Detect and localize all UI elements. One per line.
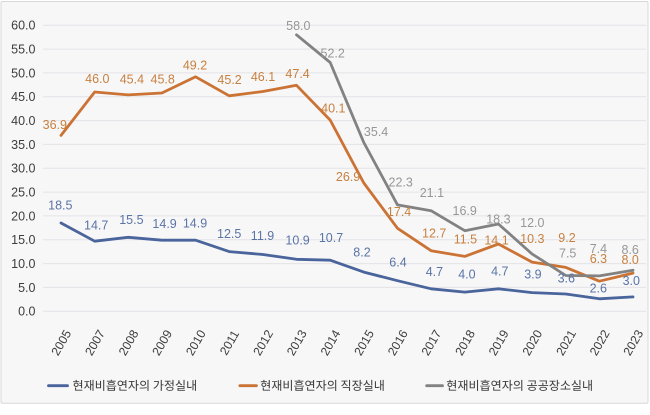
svg-text:26.9: 26.9 bbox=[336, 170, 360, 184]
svg-text:58.0: 58.0 bbox=[286, 19, 310, 33]
svg-text:21.1: 21.1 bbox=[420, 186, 444, 200]
svg-text:14.1: 14.1 bbox=[484, 233, 508, 247]
svg-text:45.0: 45.0 bbox=[11, 90, 35, 104]
svg-text:10.9: 10.9 bbox=[285, 233, 309, 247]
svg-text:14.7: 14.7 bbox=[84, 218, 108, 232]
svg-text:0.0: 0.0 bbox=[18, 305, 35, 319]
svg-text:40.1: 40.1 bbox=[321, 102, 345, 116]
svg-text:8.2: 8.2 bbox=[353, 246, 370, 260]
svg-text:14.9: 14.9 bbox=[183, 216, 207, 230]
svg-text:49.2: 49.2 bbox=[183, 58, 207, 72]
svg-text:22.3: 22.3 bbox=[389, 176, 413, 190]
svg-text:9.2: 9.2 bbox=[558, 231, 575, 245]
svg-text:14.9: 14.9 bbox=[152, 217, 176, 231]
svg-text:40.0: 40.0 bbox=[11, 114, 35, 128]
svg-text:36.9: 36.9 bbox=[43, 118, 67, 132]
svg-text:12.0: 12.0 bbox=[520, 216, 544, 230]
svg-text:11.9: 11.9 bbox=[251, 229, 274, 243]
svg-text:16.9: 16.9 bbox=[453, 204, 477, 218]
svg-text:45.2: 45.2 bbox=[217, 73, 241, 87]
svg-text:8.0: 8.0 bbox=[622, 253, 639, 267]
svg-text:35.4: 35.4 bbox=[364, 125, 388, 139]
svg-text:10.7: 10.7 bbox=[319, 231, 343, 245]
svg-text:47.4: 47.4 bbox=[285, 67, 309, 81]
svg-text:2.6: 2.6 bbox=[590, 282, 607, 296]
svg-text:17.4: 17.4 bbox=[387, 205, 411, 219]
svg-text:3.9: 3.9 bbox=[524, 268, 541, 282]
svg-text:15.5: 15.5 bbox=[119, 213, 143, 227]
svg-text:10.3: 10.3 bbox=[520, 232, 544, 246]
svg-text:55.0: 55.0 bbox=[11, 43, 35, 57]
svg-text:45.4: 45.4 bbox=[120, 73, 144, 87]
svg-text:30.0: 30.0 bbox=[11, 162, 35, 176]
svg-text:45.8: 45.8 bbox=[151, 73, 175, 87]
svg-text:5.0: 5.0 bbox=[18, 281, 35, 295]
svg-text:7.5: 7.5 bbox=[559, 246, 576, 260]
svg-text:12.5: 12.5 bbox=[217, 227, 241, 241]
svg-text:6.4: 6.4 bbox=[389, 255, 406, 269]
svg-text:46.0: 46.0 bbox=[85, 72, 109, 86]
svg-text:8.6: 8.6 bbox=[622, 243, 639, 257]
svg-text:46.1: 46.1 bbox=[251, 70, 275, 84]
svg-text:10.0: 10.0 bbox=[11, 257, 35, 271]
svg-text:18.3: 18.3 bbox=[486, 212, 510, 226]
svg-text:3.0: 3.0 bbox=[623, 274, 640, 288]
svg-text:4.7: 4.7 bbox=[426, 265, 443, 279]
svg-text:6.3: 6.3 bbox=[590, 252, 607, 266]
svg-text:52.2: 52.2 bbox=[321, 46, 345, 60]
svg-text:12.7: 12.7 bbox=[422, 227, 446, 241]
svg-text:11.5: 11.5 bbox=[454, 233, 477, 247]
svg-text:4.0: 4.0 bbox=[458, 268, 475, 282]
svg-text:18.5: 18.5 bbox=[48, 198, 72, 212]
svg-text:15.0: 15.0 bbox=[11, 233, 35, 247]
svg-text:25.0: 25.0 bbox=[11, 186, 35, 200]
svg-text:7.4: 7.4 bbox=[590, 242, 607, 256]
svg-text:35.0: 35.0 bbox=[11, 138, 35, 152]
svg-text:50.0: 50.0 bbox=[11, 66, 35, 80]
svg-text:4.7: 4.7 bbox=[491, 264, 508, 278]
svg-text:20.0: 20.0 bbox=[11, 209, 35, 223]
svg-text:60.0: 60.0 bbox=[11, 19, 35, 33]
svg-text:3.6: 3.6 bbox=[558, 272, 575, 286]
